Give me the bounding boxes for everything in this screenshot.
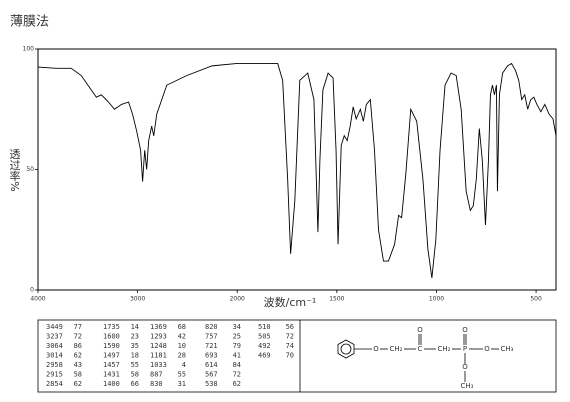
peak-wavenumber: 2854 [46,380,63,388]
peak-wavenumber: 830 [150,380,163,388]
peak-wavenumber: 1033 [150,361,167,369]
peak-transmittance: 55 [178,371,186,379]
peak-wavenumber: 614 [205,361,218,369]
peak-transmittance: 43 [74,361,82,369]
x-tick-label: 4000 [30,296,45,303]
peak-transmittance: 34 [233,323,241,331]
peak-transmittance: 35 [131,342,139,350]
peak-transmittance: 62 [74,352,82,360]
peak-transmittance: 86 [74,342,82,350]
chart-title: 薄膜法 [10,15,49,30]
y-axis-label: 透过率% [8,148,21,192]
peak-wavenumber: 1181 [150,352,167,360]
peak-wavenumber: 693 [205,352,218,360]
spectrum-line [37,62,557,279]
x-tick-label: 500 [530,296,542,303]
peak-wavenumber: 2915 [46,371,63,379]
peak-wavenumber: 820 [205,323,218,331]
peak-wavenumber: 757 [205,333,218,341]
peak-wavenumber: 1735 [103,323,120,331]
peak-transmittance: 25 [233,333,241,341]
x-tick-label: 1000 [429,296,444,303]
peak-transmittance: 56 [286,323,294,331]
peak-wavenumber: 3014 [46,352,63,360]
peak-wavenumber: 538 [205,380,218,388]
peak-transmittance: 84 [233,361,241,369]
peak-transmittance: 68 [178,323,186,331]
peak-transmittance: 4 [182,361,186,369]
structure-atom: O [462,363,468,371]
peak-wavenumber: 1431 [103,371,120,379]
structure-atom: O [417,326,423,334]
structure-atom: O [373,345,379,353]
structure-atom: P [463,345,467,353]
x-tick-label: 3000 [130,296,145,303]
peak-transmittance: 72 [233,371,241,379]
structure-atom: CH₃ [461,382,474,390]
peak-transmittance: 62 [233,380,241,388]
peak-wavenumber: 505 [258,333,271,341]
peak-wavenumber: 887 [150,371,163,379]
plot-frame [37,48,557,291]
peak-transmittance: 77 [74,323,82,331]
peak-wavenumber: 1457 [103,361,120,369]
peak-transmittance: 55 [131,361,139,369]
peak-wavenumber: 3064 [46,342,63,350]
peak-wavenumber: 567 [205,371,218,379]
peak-wavenumber: 721 [205,342,218,350]
structure-atom: O [484,345,490,353]
peak-wavenumber: 1497 [103,352,120,360]
peak-transmittance: 72 [74,333,82,341]
y-tick-label: 50 [26,166,34,173]
peak-transmittance: 70 [286,352,294,360]
x-tick-label: 1500 [329,296,344,303]
peak-wavenumber: 3237 [46,333,63,341]
structure-atom: CH₃ [501,345,514,353]
peak-wavenumber: 1600 [103,333,120,341]
peak-wavenumber: 469 [258,352,271,360]
peak-transmittance: 58 [131,371,139,379]
peak-wavenumber: 1248 [150,342,167,350]
structure-atom: C [418,345,423,353]
peak-transmittance: 18 [131,352,139,360]
structure-atom: CH₂ [438,345,451,353]
peak-transmittance: 14 [131,323,139,331]
structure-atom: CH₂ [390,345,403,353]
y-tick-label: 100 [23,46,35,53]
peak-wavenumber: 1400 [103,380,120,388]
peak-transmittance: 10 [178,342,186,350]
peak-wavenumber: 1293 [150,333,167,341]
x-tick-label: 2000 [230,296,245,303]
peak-wavenumber: 3449 [46,323,63,331]
x-axis-label: 波数/cm⁻¹ [264,296,317,309]
peak-transmittance: 62 [74,380,82,388]
table-frame [37,319,557,393]
peak-transmittance: 31 [178,380,186,388]
peak-transmittance: 28 [178,352,186,360]
y-tick-label: 0 [30,287,34,294]
peak-transmittance: 74 [286,342,294,350]
peak-wavenumber: 1590 [103,342,120,350]
peak-transmittance: 41 [233,352,241,360]
peak-wavenumber: 1369 [150,323,167,331]
peak-transmittance: 58 [74,371,82,379]
peak-transmittance: 42 [178,333,186,341]
structure-atom: O [462,326,468,334]
peak-wavenumber: 2958 [46,361,63,369]
peak-wavenumber: 510 [258,323,271,331]
peak-transmittance: 72 [286,333,294,341]
peak-wavenumber: 492 [258,342,271,350]
peak-transmittance: 23 [131,333,139,341]
peak-transmittance: 66 [131,380,139,388]
structure-bonds [337,334,499,382]
peak-transmittance: 79 [233,342,241,350]
